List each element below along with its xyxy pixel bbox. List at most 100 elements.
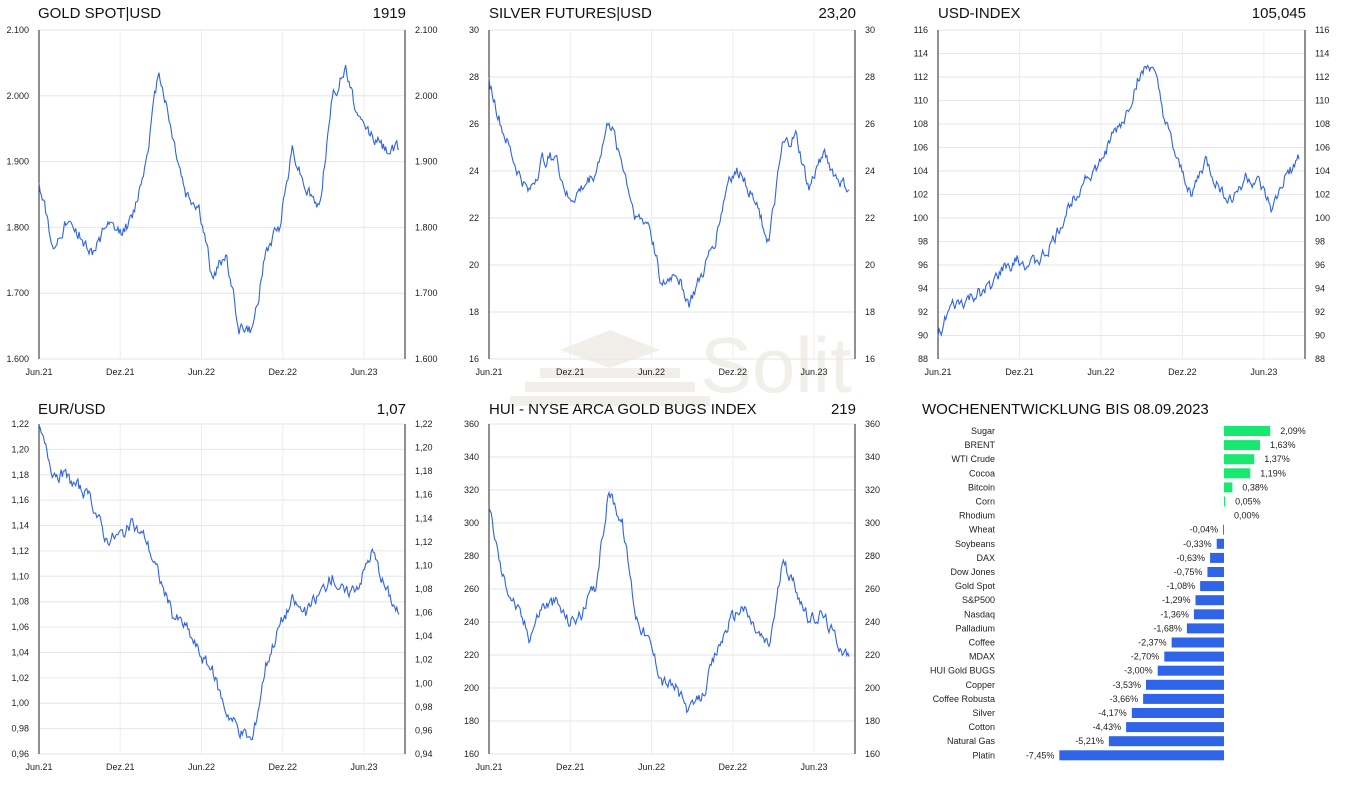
eurusd-y-tick-left: 1,04 bbox=[11, 647, 29, 657]
usd-x-tick: Jun.22 bbox=[1087, 367, 1114, 377]
bar-value-label: -0,75% bbox=[1174, 567, 1203, 577]
silver-y-tick-left: 22 bbox=[469, 213, 479, 223]
bar-category-label: S&P500 bbox=[962, 595, 995, 605]
hui-x-tick: Dez.21 bbox=[556, 762, 585, 772]
bar-negative bbox=[1186, 623, 1224, 634]
bar-value-label: -2,37% bbox=[1138, 638, 1167, 648]
usd-y-tick-left: 110 bbox=[914, 96, 928, 106]
bar-value-label: -3,66% bbox=[1110, 694, 1139, 704]
eurusd-y-tick-left: 1,02 bbox=[11, 673, 29, 683]
bar-positive bbox=[1224, 496, 1226, 507]
hui-series-line bbox=[488, 490, 850, 714]
bar-category-label: Nasdaq bbox=[964, 609, 995, 619]
hui-y-tick-right: 180 bbox=[865, 716, 880, 726]
bar-value-label: -3,53% bbox=[1112, 680, 1141, 690]
hui-line-chart: 160 180 200 220 240 260 280 300 320 340 360 160 180 2… bbox=[464, 419, 880, 772]
bar-category-label: WTI Crude bbox=[951, 454, 995, 464]
hui-y-tick-right: 240 bbox=[865, 617, 880, 627]
usd-y-tick-right: 110 bbox=[1315, 96, 1329, 106]
usd-y-tick-right: 92 bbox=[1315, 307, 1325, 317]
eurusd-line-chart: 0,96 0,98 1,00 1,02 1,04 1,06 1,08 1,10 1,12 1,14… bbox=[11, 419, 433, 772]
gold-x-tick: Jun.22 bbox=[188, 367, 215, 377]
bar-category-label: Soybeans bbox=[955, 539, 996, 549]
gold-y-tick-right: 1.700 bbox=[415, 288, 438, 298]
usd-y-tick-left: 92 bbox=[918, 307, 928, 317]
bar-category-label: BRENT bbox=[964, 440, 995, 450]
eurusd-y-tick-right: 0,98 bbox=[415, 702, 433, 712]
silver-y-tick-right: 20 bbox=[865, 260, 875, 270]
usd-index-line-chart: 88 90 92 94 96 98 100 102 104 106 108 110 112 114 116 8… bbox=[913, 25, 1330, 377]
bar-category-label: Cotton bbox=[968, 722, 995, 732]
bar-category-label: HUI Gold BUGS bbox=[930, 666, 995, 676]
bar-category-label: MDAX bbox=[969, 652, 995, 662]
eurusd-x-tick: Jun.23 bbox=[350, 762, 377, 772]
bar-value-label: 0,38% bbox=[1242, 482, 1268, 492]
eurusd-x-tick: Dez.22 bbox=[268, 762, 297, 772]
bar-negative bbox=[1108, 736, 1224, 747]
bar-negative bbox=[1145, 679, 1224, 690]
bar-negative bbox=[1193, 609, 1224, 620]
usd-y-tick-left: 116 bbox=[914, 25, 928, 35]
gold-x-tick: Jun.21 bbox=[25, 367, 52, 377]
eurusd-y-tick-left: 1,12 bbox=[11, 546, 29, 556]
gold-y-tick-left: 1.800 bbox=[6, 222, 29, 232]
gold-y-tick-right: 2.100 bbox=[415, 25, 438, 35]
hui-y-tick-left: 160 bbox=[464, 749, 479, 759]
eurusd-x-tick: Dez.21 bbox=[106, 762, 135, 772]
usd-x-tick: Jun.21 bbox=[924, 367, 951, 377]
eurusd-series-line bbox=[38, 425, 400, 741]
silver-y-tick-left: 30 bbox=[469, 25, 479, 35]
usd-y-tick-right: 106 bbox=[1315, 143, 1330, 153]
usd-y-tick-left: 112 bbox=[914, 72, 928, 82]
eurusd-y-tick-right: 1,02 bbox=[415, 655, 433, 665]
gold-y-tick-left: 1.600 bbox=[6, 354, 29, 364]
bar-negative bbox=[1131, 708, 1224, 718]
gold-y-tick-right: 1.900 bbox=[415, 157, 438, 167]
eurusd-y-tick-left: 1,08 bbox=[11, 597, 29, 607]
bar-negative bbox=[1143, 693, 1224, 704]
bar-negative bbox=[1223, 524, 1224, 535]
hui-x-tick: Jun.22 bbox=[638, 762, 665, 772]
bar-value-label: -1,36% bbox=[1160, 609, 1189, 619]
silver-y-tick-right: 24 bbox=[865, 166, 875, 176]
bar-negative bbox=[1059, 750, 1224, 761]
bar-value-label: -4,17% bbox=[1098, 708, 1127, 718]
eurusd-y-tick-right: 1,12 bbox=[415, 537, 433, 547]
gold-y-tick-right: 1.800 bbox=[415, 222, 438, 232]
bar-negative bbox=[1171, 637, 1224, 648]
bar-category-label: Corn bbox=[975, 497, 995, 507]
usd-y-tick-right: 100 bbox=[1315, 213, 1330, 223]
usd-y-tick-right: 94 bbox=[1315, 284, 1325, 294]
bar-value-label: 0,05% bbox=[1235, 497, 1261, 507]
hui-y-tick-left: 340 bbox=[464, 452, 479, 462]
bar-category-label: Coffee bbox=[969, 638, 995, 648]
bar-negative bbox=[1195, 595, 1224, 606]
bar-negative bbox=[1157, 665, 1224, 676]
eurusd-chart-title: EUR/USD bbox=[38, 401, 106, 418]
bar-value-label: 1,63% bbox=[1270, 440, 1296, 450]
hui-y-tick-left: 360 bbox=[464, 419, 479, 429]
usd-y-tick-left: 104 bbox=[913, 166, 928, 176]
usd-y-tick-right: 102 bbox=[1315, 190, 1330, 200]
hui-y-tick-right: 260 bbox=[865, 584, 880, 594]
eurusd-y-tick-right: 0,94 bbox=[415, 749, 433, 759]
hui-y-tick-left: 220 bbox=[464, 650, 479, 660]
bar-positive bbox=[1224, 440, 1261, 451]
gold-x-tick: Dez.21 bbox=[106, 367, 135, 377]
usd-y-tick-left: 98 bbox=[918, 237, 928, 247]
bar-category-label: Cocoa bbox=[969, 468, 995, 478]
hui-y-tick-right: 300 bbox=[865, 518, 880, 528]
usd-y-tick-left: 88 bbox=[918, 354, 928, 364]
bar-value-label: -4,43% bbox=[1093, 722, 1122, 732]
bar-category-label: Gold Spot bbox=[955, 581, 996, 591]
bar-category-label: Dow Jones bbox=[950, 567, 995, 577]
eurusd-y-tick-left: 1,18 bbox=[11, 470, 29, 480]
bar-category-label: Coffee Robusta bbox=[933, 694, 995, 704]
bar-value-label: -1,68% bbox=[1153, 623, 1182, 633]
silver-y-tick-right: 26 bbox=[865, 119, 875, 129]
eurusd-y-tick-right: 1,06 bbox=[415, 608, 433, 618]
silver-last-value: 23,20 bbox=[818, 5, 856, 22]
bar-value-label: -2,70% bbox=[1131, 652, 1160, 662]
silver-y-tick-right: 22 bbox=[865, 213, 875, 223]
eurusd-y-tick-left: 1,16 bbox=[11, 495, 29, 505]
